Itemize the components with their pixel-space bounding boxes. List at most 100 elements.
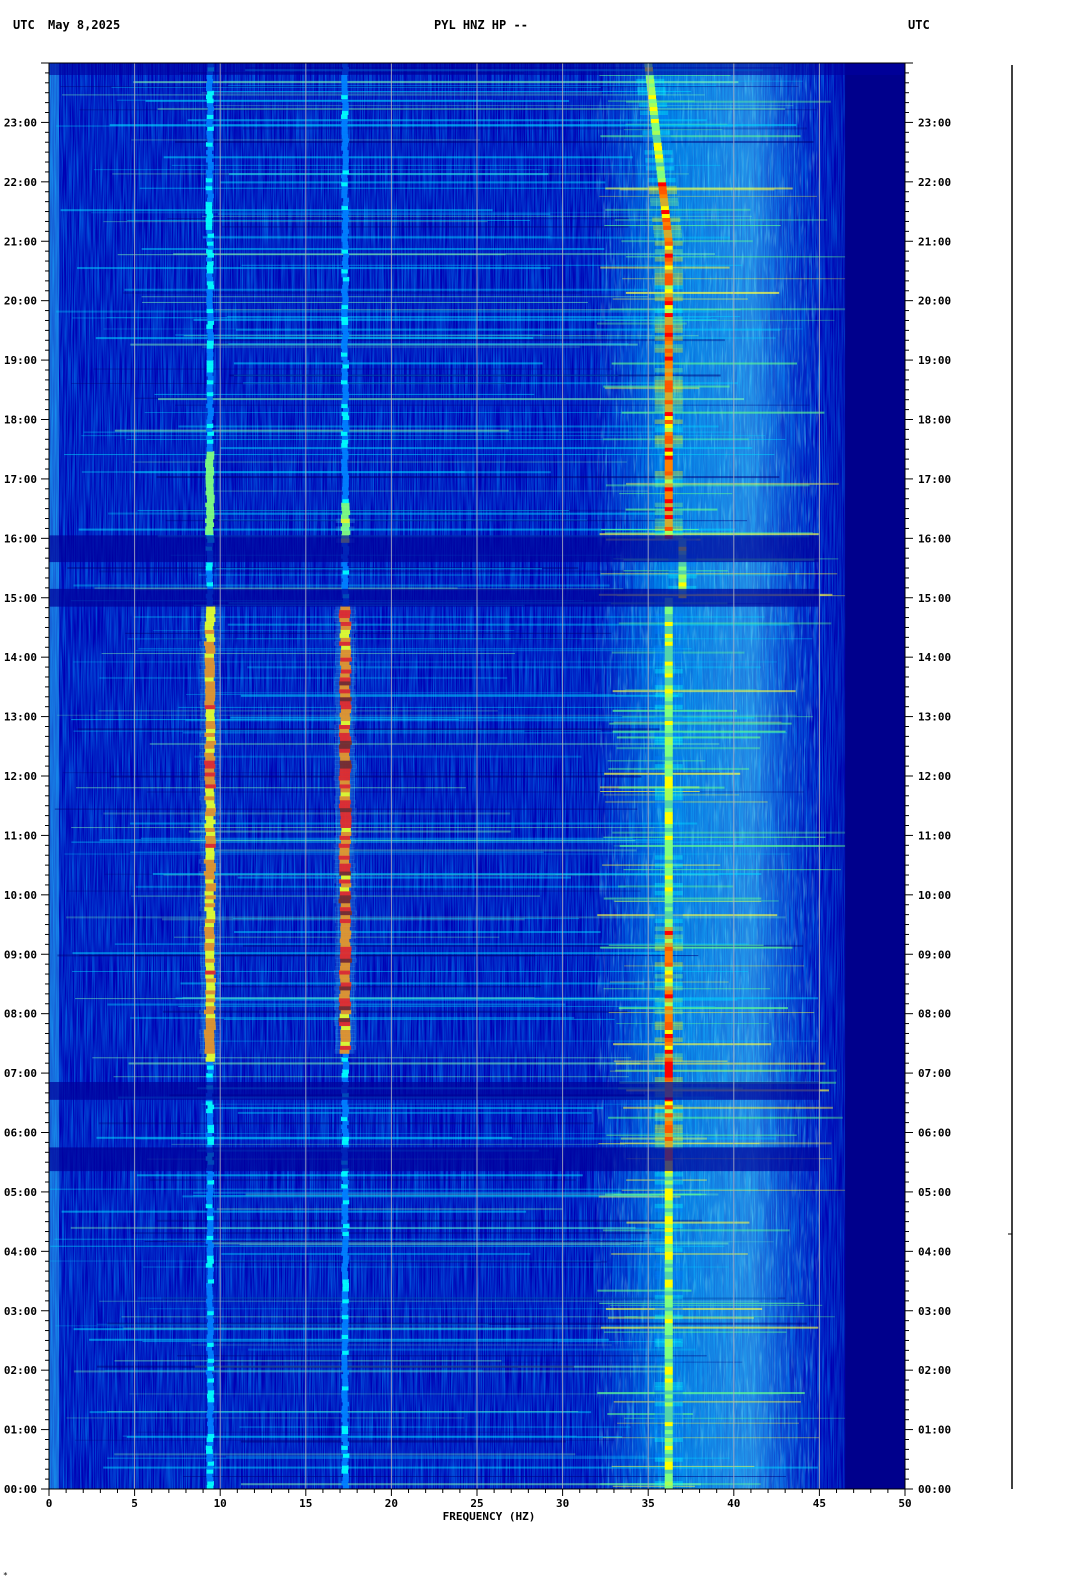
tonal-halo xyxy=(642,134,671,139)
tonal-halo xyxy=(654,383,683,389)
tonal-segment xyxy=(205,566,213,571)
tonal-halo xyxy=(335,625,356,630)
tonal-halo xyxy=(654,981,683,987)
tonal-segment xyxy=(206,1362,214,1367)
tonal-segment xyxy=(664,395,673,401)
streak xyxy=(217,213,551,215)
streak xyxy=(72,317,644,319)
tonal-segment xyxy=(206,249,213,254)
tonal-segment xyxy=(664,265,673,270)
tonal-halo xyxy=(200,633,220,638)
streak xyxy=(99,676,508,679)
tonal-halo xyxy=(334,993,355,999)
tonal-segment xyxy=(206,173,213,179)
tonal-segment xyxy=(664,1469,673,1474)
tonal-halo xyxy=(200,902,221,908)
tonal-segment xyxy=(342,423,349,428)
tonal-halo xyxy=(334,938,355,943)
tonal-segment xyxy=(342,229,349,234)
tonal-segment xyxy=(664,1033,673,1038)
tonal-segment xyxy=(341,1346,348,1351)
y-tick-label-left: 10:00 xyxy=(4,889,37,902)
tonal-segment xyxy=(664,1413,673,1419)
tonal-segment xyxy=(207,340,214,345)
tonal-segment xyxy=(207,1104,215,1110)
tonal-halo xyxy=(654,1382,683,1387)
tonal-segment xyxy=(340,922,351,928)
tonal-segment xyxy=(205,756,216,761)
tonal-segment xyxy=(205,1445,213,1450)
tonal-segment xyxy=(205,526,213,531)
tonal-segment xyxy=(204,926,214,931)
tonal-segment xyxy=(207,1124,215,1130)
tonal-segment xyxy=(341,1183,348,1189)
y-tick-label-right: 06:00 xyxy=(918,1127,951,1140)
tonal-segment xyxy=(664,1013,673,1019)
tonal-halo xyxy=(335,621,357,626)
tonal-segment xyxy=(341,530,351,535)
streak xyxy=(176,1355,707,1357)
tonal-segment xyxy=(341,292,348,298)
tonal-halo xyxy=(335,756,355,761)
tonal-halo xyxy=(334,779,355,785)
tonal-segment xyxy=(664,257,673,262)
tonal-segment xyxy=(341,356,348,361)
streak xyxy=(230,716,755,719)
tonal-segment xyxy=(342,1120,349,1126)
broadband-streak xyxy=(625,291,780,294)
tonal-segment xyxy=(664,1180,673,1185)
tonal-segment xyxy=(664,779,673,785)
tonal-segment xyxy=(342,451,349,456)
tonal-halo xyxy=(200,811,221,817)
tonal-segment xyxy=(339,878,351,884)
tonal-segment xyxy=(205,974,214,979)
streak xyxy=(129,1393,780,1395)
streak xyxy=(139,187,753,189)
streak xyxy=(201,1103,660,1105)
tonal-halo xyxy=(335,1041,355,1046)
streak xyxy=(132,1232,652,1235)
tonal-halo xyxy=(654,938,683,943)
y-tick-label-right: 21:00 xyxy=(918,235,951,248)
tonal-segment xyxy=(664,1389,673,1395)
tonal-segment xyxy=(205,712,215,718)
tonal-halo xyxy=(335,716,356,722)
tonal-segment xyxy=(342,577,349,583)
tonal-segment xyxy=(661,213,670,218)
tonal-segment xyxy=(660,201,669,207)
tonal-segment xyxy=(207,1259,214,1264)
tonal-halo xyxy=(654,502,683,508)
tonal-segment xyxy=(342,1231,349,1236)
tonal-segment xyxy=(206,213,214,218)
tonal-halo xyxy=(638,102,667,108)
tonal-segment xyxy=(664,684,673,690)
tonal-segment xyxy=(341,348,348,353)
tonal-segment xyxy=(341,1100,348,1106)
tonal-segment xyxy=(664,415,673,420)
tonal-halo xyxy=(654,387,683,393)
streak xyxy=(60,86,799,88)
tonal-halo xyxy=(654,375,683,381)
tonal-segment xyxy=(340,621,352,626)
tonal-segment xyxy=(664,811,673,817)
tonal-segment xyxy=(205,463,214,468)
tonal-segment xyxy=(664,1433,673,1439)
tonal-segment xyxy=(342,1298,349,1304)
tonal-segment xyxy=(664,728,673,733)
tonal-segment xyxy=(205,720,215,726)
tonal-segment xyxy=(341,213,349,218)
tonal-segment xyxy=(206,328,214,333)
tonal-segment xyxy=(206,1231,214,1236)
tonal-segment xyxy=(342,280,349,286)
tonal-segment xyxy=(342,201,349,207)
streak xyxy=(207,1040,818,1042)
tonal-segment xyxy=(339,1001,352,1007)
tonal-segment xyxy=(664,1425,673,1431)
tonal-segment xyxy=(341,371,349,377)
tonal-segment xyxy=(342,1239,349,1244)
tonal-halo xyxy=(333,843,355,848)
tonal-segment xyxy=(207,1069,214,1074)
tonal-segment xyxy=(207,431,214,436)
tonal-segment xyxy=(206,265,214,270)
tonal-segment xyxy=(207,399,214,405)
